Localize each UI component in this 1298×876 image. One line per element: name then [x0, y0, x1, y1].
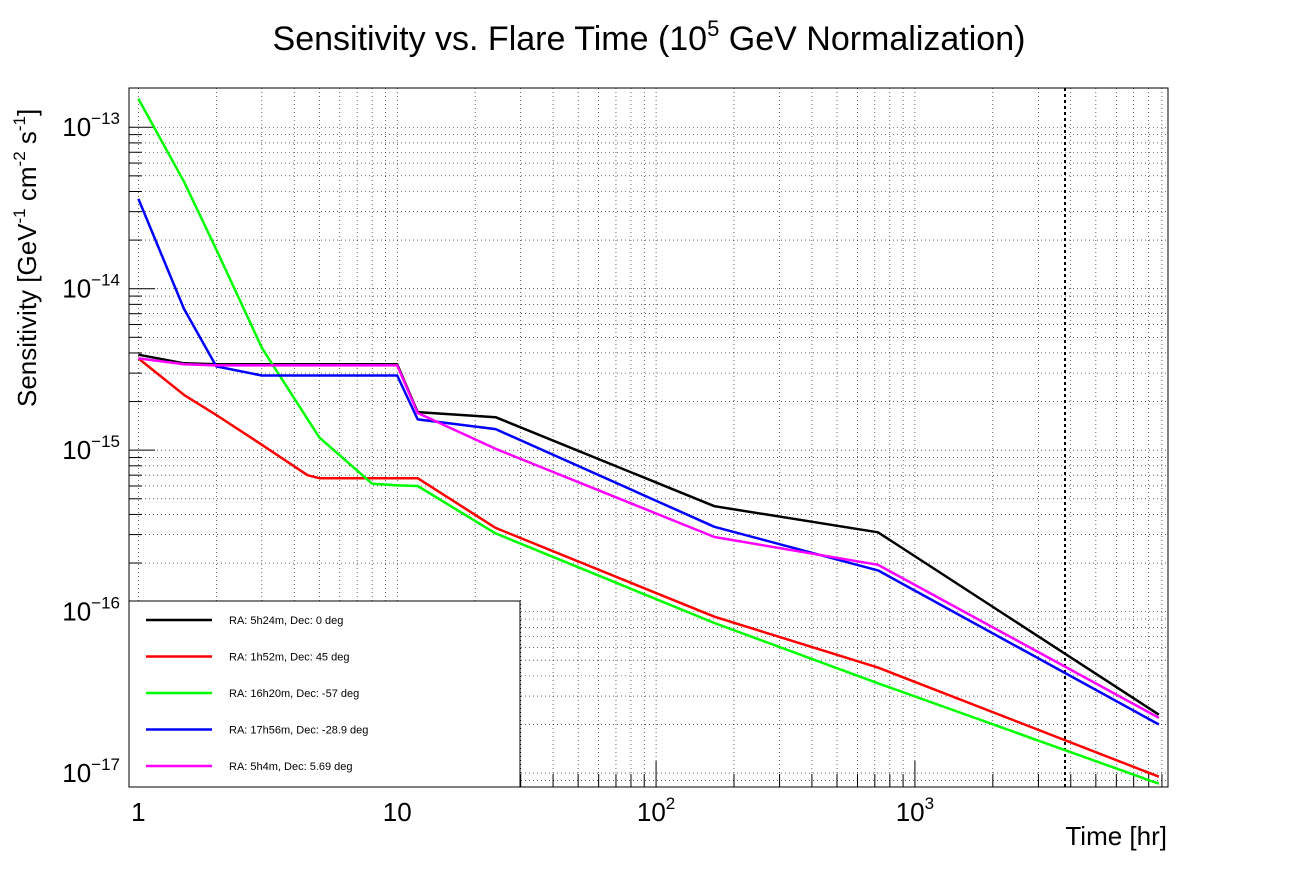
y-tick-label: 10−16	[62, 594, 120, 627]
x-tick-label: 10	[383, 797, 412, 827]
y-tick-label: 10−14	[62, 271, 120, 304]
series-line	[138, 357, 1160, 719]
y-axis-label: Sensitivity [GeV-1 cm-2 s-1]	[10, 109, 42, 407]
legend-label: RA: 16h20m, Dec: -57 deg	[229, 688, 359, 700]
grid-lines	[129, 88, 1168, 787]
x-axis-label: Time [hr]	[1065, 821, 1167, 851]
legend-items: RA: 5h24m, Dec: 0 deg RA: 1h52m, Dec: 45 …	[146, 615, 368, 773]
x-axis-tick-labels: 1 10 102 103	[131, 794, 934, 827]
y-tick-label: 10−15	[62, 432, 120, 465]
series-line	[137, 198, 1160, 726]
y-axis-tick-labels: 10−13 10−14 10−15 10−16 10−17	[62, 109, 120, 788]
series-line	[137, 98, 1160, 785]
legend-label: RA: 5h4m, Dec: 5.69 deg	[229, 761, 353, 773]
series-line	[137, 357, 1160, 778]
x-tick-label: 1	[131, 797, 145, 827]
legend-label: RA: 5h24m, Dec: 0 deg	[229, 615, 343, 627]
chart-title: Sensitivity vs. Flare Time (105 GeV Norm…	[273, 16, 1026, 58]
legend-label: RA: 1h52m, Dec: 45 deg	[229, 652, 349, 664]
series-lines	[137, 98, 1160, 785]
y-tick-label: 10−13	[62, 109, 120, 142]
legend-label: RA: 17h56m, Dec: -28.9 deg	[229, 725, 368, 737]
y-tick-label: 10−17	[62, 755, 120, 788]
plot-frame	[128, 87, 1169, 788]
legend: RA: 5h24m, Dec: 0 deg RA: 1h52m, Dec: 45 …	[128, 600, 521, 788]
chart-title-exponent: 5	[707, 16, 719, 41]
x-tick-label: 103	[896, 794, 934, 827]
x-tick-label: 102	[637, 794, 675, 827]
